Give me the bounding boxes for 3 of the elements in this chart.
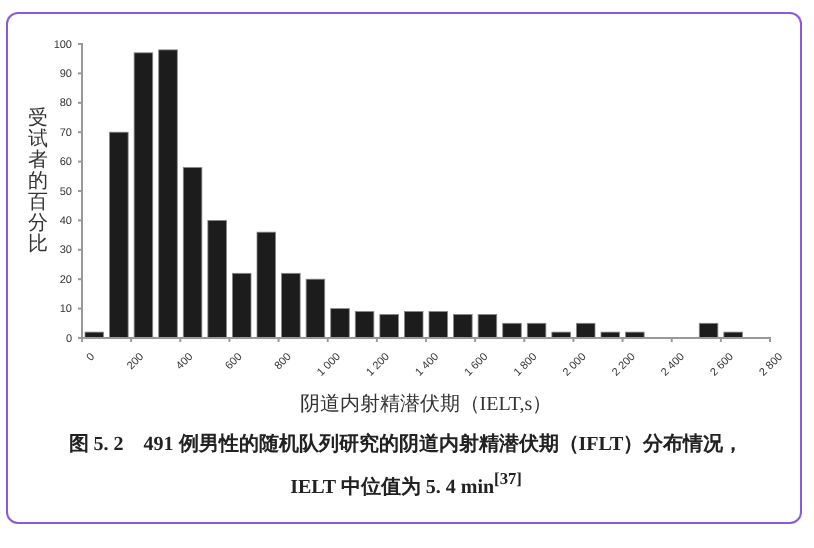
y-axis-title: 受试者的百分比 xyxy=(28,106,48,256)
text: 图 5. 2 491 例男性的随机队列研究的阴道内射精潜伏期（IFLT）分布情况，IELT 中位值为 5. 4 min$^{[37]}$ xyxy=(66,431,746,503)
x-axis-title: 阴道内射精潜伏期（IELT,s） xyxy=(299,392,553,416)
